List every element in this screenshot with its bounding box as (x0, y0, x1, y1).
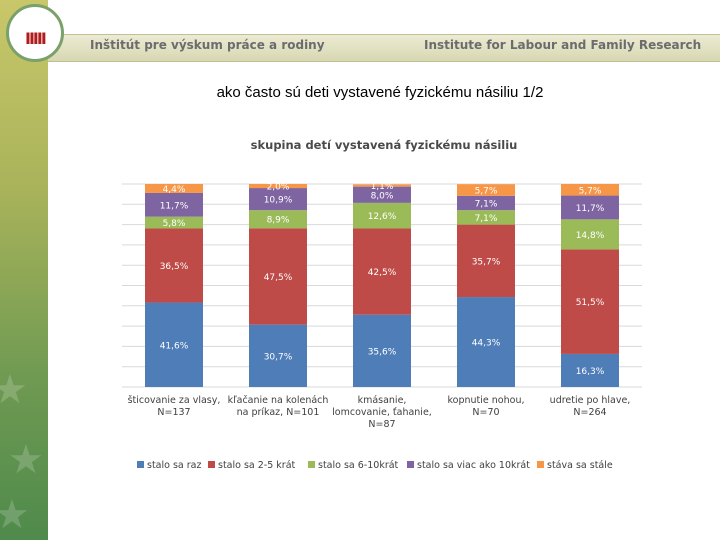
data-label: 11,7% (576, 204, 605, 214)
data-label: 16,3% (576, 367, 605, 377)
bar-segment (249, 184, 307, 189)
data-label: 47,5% (264, 273, 293, 283)
bar-segment (353, 184, 411, 187)
star-icon: ★ (0, 368, 28, 412)
data-label: 1,1% (371, 182, 394, 192)
institute-header: IIIII Inštitút pre výskum práce a rodiny… (0, 0, 720, 64)
star-icon: ★ (0, 493, 30, 537)
bar-segment (145, 192, 203, 217)
bar-segment (145, 216, 203, 229)
data-label: 7,1% (475, 199, 498, 209)
x-tick-label: N=137 (157, 407, 190, 418)
data-label: 4,4% (163, 185, 186, 195)
bar-segment (457, 297, 515, 387)
data-label: 44,3% (472, 339, 501, 349)
bar-segment (249, 228, 307, 325)
data-label: 8,0% (371, 191, 394, 201)
x-axis-labels: šticovanie za vlasy,N=137 kľačanie na kol… (128, 395, 631, 430)
bar-segment (145, 302, 203, 387)
data-label: 5,8% (163, 219, 186, 229)
chart-bars: 41,6% 36,5% 5,8% 11,7% 4,4% 30,7% 47,5% 8,9% 10,… (145, 182, 619, 387)
data-label: 51,5% (576, 298, 605, 308)
bar-segment (561, 184, 619, 196)
data-label: 5,7% (579, 186, 602, 196)
legend-label: stáva sa stále (547, 460, 613, 471)
data-label: 14,8% (576, 231, 605, 241)
legend-swatch (537, 461, 544, 468)
legend-label: stalo sa viac ako 10krát (417, 460, 530, 471)
bar-segment (249, 210, 307, 229)
bar-segment (249, 188, 307, 211)
data-label: 11,7% (160, 201, 189, 211)
legend-swatch (407, 461, 414, 468)
x-tick-label: N=70 (472, 407, 499, 418)
bar-segment (561, 195, 619, 220)
bar-segment (145, 228, 203, 303)
legend-swatch (137, 461, 144, 468)
bar-segment (561, 219, 619, 250)
data-label: 12,6% (368, 212, 397, 222)
institute-name-sk: Inštitút pre výskum práce a rodiny (90, 38, 325, 52)
x-tick-label: N=87 (368, 419, 395, 430)
bar-segment (457, 210, 515, 225)
bar-segment (561, 249, 619, 354)
x-tick-label: kľačanie na kolenách (228, 395, 329, 406)
decorative-sidebar: ★ ★ ★ (0, 0, 48, 540)
legend-swatch (208, 461, 215, 468)
data-label: 35,7% (472, 257, 501, 267)
data-label: 10,9% (264, 196, 293, 206)
institute-logo: IIIII (6, 4, 64, 62)
legend-label: stalo sa 6-10krát (318, 460, 399, 471)
legend-swatch (308, 461, 315, 468)
institute-name-en: Institute for Labour and Family Research (424, 38, 702, 52)
header-band (48, 34, 720, 62)
data-label: 2,0% (267, 183, 290, 193)
bar-segment (353, 202, 411, 229)
bar-segment (249, 324, 307, 387)
data-label: 36,5% (160, 262, 189, 272)
legend-label: stalo sa raz (147, 460, 201, 471)
x-tick-label: šticovanie za vlasy, (128, 395, 221, 406)
bar-segment (457, 195, 515, 211)
data-label: 41,6% (160, 341, 189, 351)
star-icon: ★ (8, 438, 44, 482)
x-tick-label: udretie po hlave, (550, 395, 631, 406)
bar-segment (353, 314, 411, 387)
x-tick-label: kopnutie nohou, (448, 395, 525, 406)
chart-legend: stalo sa raz stalo sa 2-5 krát stalo sa 6-… (137, 460, 613, 471)
x-tick-label: N=264 (573, 407, 606, 418)
bar-segment (353, 228, 411, 315)
bar-segment (457, 184, 515, 196)
bar-segment (145, 184, 203, 193)
bar-segment (561, 353, 619, 387)
x-tick-label: na príkaz, N=101 (237, 407, 320, 418)
chart-title: skupina detí vystavená fyzickému násiliu (251, 138, 518, 152)
slide-title: ako často sú deti vystavené fyzickému ná… (216, 84, 544, 101)
bar-segment (457, 224, 515, 298)
data-label: 7,1% (475, 214, 498, 224)
x-tick-label: kmásanie, (358, 395, 407, 406)
data-label: 30,7% (264, 352, 293, 362)
x-tick-label: lomcovanie, ťahanie, (332, 407, 432, 418)
data-label: 42,5% (368, 268, 397, 278)
data-label: 8,9% (267, 216, 290, 226)
bar-segment (353, 186, 411, 203)
logo-mark: IIIII (25, 29, 47, 48)
legend-label: stalo sa 2-5 krát (218, 460, 296, 471)
data-label: 5,7% (475, 186, 498, 196)
data-label: 35,6% (368, 347, 397, 357)
